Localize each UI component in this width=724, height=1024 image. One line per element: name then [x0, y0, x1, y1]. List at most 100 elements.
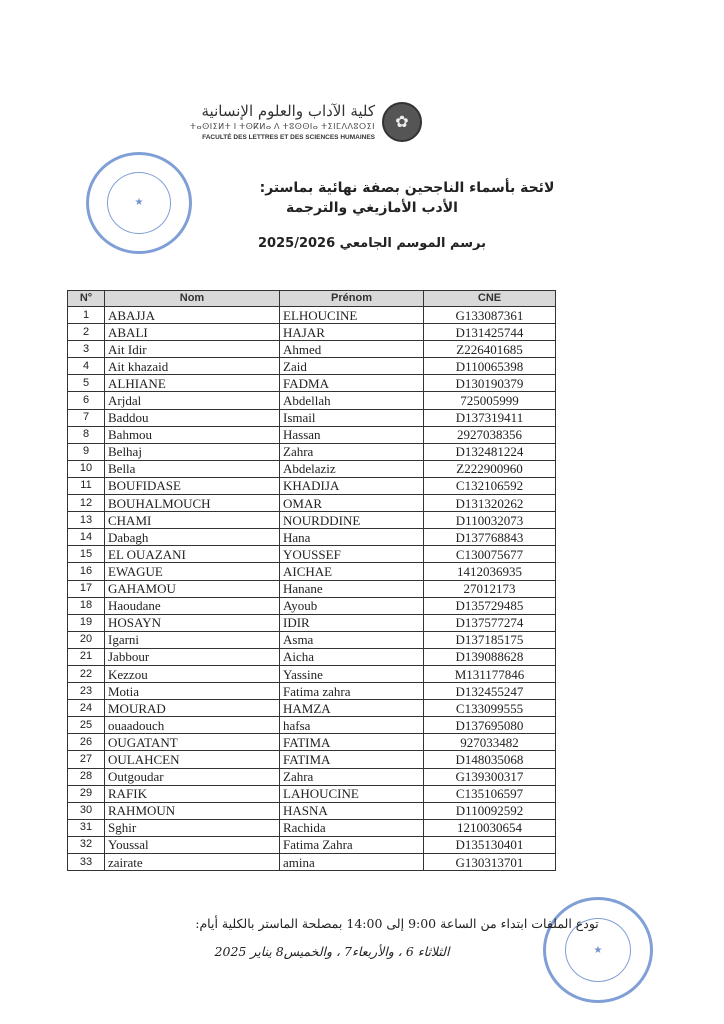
student-last-name: Outgoudar — [104, 767, 280, 786]
row-number: 30 — [67, 801, 105, 820]
student-last-name: BOUHALMOUCH — [104, 494, 280, 513]
student-last-name: HOSAYN — [104, 613, 280, 632]
student-last-name: Bahmou — [104, 425, 280, 444]
student-last-name: RAHMOUN — [104, 801, 280, 820]
student-first-name: HASNA — [279, 801, 424, 820]
row-number: 27 — [67, 750, 105, 769]
row-number: 24 — [67, 699, 105, 718]
faculty-logo: كلية الآداب والعلوم الإنسانية ⵜⴰⵙⵏⵉⵍⵜ ⵏ … — [190, 100, 425, 155]
student-cne: D110065398 — [423, 357, 556, 376]
official-stamp-bottom: ★ — [543, 897, 653, 1003]
student-first-name: FADMA — [279, 374, 424, 393]
student-cne: G130313701 — [423, 852, 556, 872]
row-number: 11 — [67, 476, 105, 496]
table-row: 17 GAHAMOU Hanane 27012173 — [67, 579, 556, 598]
student-first-name: Abdellah — [279, 391, 424, 410]
student-first-name: Hana — [279, 528, 424, 547]
table-row: 31 Sghir Rachida 1210030654 — [67, 818, 556, 837]
student-cne: D130190379 — [423, 374, 556, 393]
student-first-name: AICHAE — [279, 562, 424, 581]
academic-year: برسم الموسم الجامعي 2025/2026 — [258, 236, 486, 251]
header-prenom: Prénom — [279, 290, 424, 307]
student-last-name: BOUFIDASE — [104, 476, 280, 496]
row-number: 23 — [67, 682, 105, 701]
table-row: 15 EL OUAZANI YOUSSEF C130075677 — [67, 545, 556, 564]
student-first-name: Ismail — [279, 408, 424, 427]
student-last-name: Kezzou — [104, 664, 280, 684]
student-last-name: Arjdal — [104, 391, 280, 410]
student-first-name: hafsa — [279, 716, 424, 735]
student-cne: C135106597 — [423, 784, 556, 803]
row-number: 21 — [67, 647, 105, 666]
student-first-name: NOURDDINE — [279, 511, 424, 530]
student-last-name: Bella — [104, 459, 280, 478]
table-header-row: N° Nom Prénom CNE — [67, 290, 556, 307]
row-number: 6 — [67, 391, 105, 410]
official-stamp-top: ★ — [86, 152, 192, 254]
row-number: 33 — [67, 852, 105, 872]
row-number: 14 — [67, 528, 105, 547]
student-last-name: RAFIK — [104, 784, 280, 803]
row-number: 29 — [67, 784, 105, 803]
student-last-name: Ait Idir — [104, 340, 280, 359]
student-first-name: Yassine — [279, 664, 424, 684]
student-last-name: EWAGUE — [104, 562, 280, 581]
table-row: 28 Outgoudar Zahra G139300317 — [67, 767, 556, 786]
row-number: 20 — [67, 630, 105, 649]
row-number: 26 — [67, 733, 105, 752]
student-cne: D137185175 — [423, 630, 556, 649]
student-cne: G139300317 — [423, 767, 556, 786]
table-row: 3 Ait Idir Ahmed Z226401685 — [67, 340, 556, 359]
table-row: 1 ABAJJA ELHOUCINE G133087361 — [67, 305, 556, 325]
document-title: لائحة بأسماء الناجحين بصفة نهائية بماستر… — [259, 180, 555, 196]
student-first-name: Abdelaziz — [279, 459, 424, 478]
student-first-name: Ayoub — [279, 596, 424, 615]
student-first-name: Zahra — [279, 767, 424, 786]
table-row: 22 Kezzou Yassine M131177846 — [67, 664, 556, 684]
table-row: 10 Bella Abdelaziz Z222900960 — [67, 459, 556, 478]
student-last-name: Jabbour — [104, 647, 280, 666]
row-number: 15 — [67, 545, 105, 564]
row-number: 7 — [67, 408, 105, 427]
student-first-name: Fatima Zahra — [279, 835, 424, 855]
institution-name-french: FACULTÉ DES LETTRES ET DES SCIENCES HUMA… — [202, 134, 375, 141]
student-last-name: Sghir — [104, 818, 280, 837]
row-number: 13 — [67, 511, 105, 530]
student-last-name: Baddou — [104, 408, 280, 427]
row-number: 3 — [67, 340, 105, 359]
student-first-name: Asma — [279, 630, 424, 649]
table-row: 23 Motia Fatima zahra D132455247 — [67, 682, 556, 701]
student-first-name: Aicha — [279, 647, 424, 666]
master-program-name: الأدب الأمازيغي والترجمة — [286, 200, 458, 216]
student-cne: C133099555 — [423, 699, 556, 718]
table-row: 12 BOUHALMOUCH OMAR D131320262 — [67, 494, 556, 513]
student-last-name: GAHAMOU — [104, 579, 280, 598]
header-number: N° — [67, 290, 105, 307]
submission-instructions: تودع الملفات ابتداء من الساعة 9:00 إلى 1… — [195, 916, 599, 931]
row-number: 25 — [67, 716, 105, 735]
table-row: 19 HOSAYN IDIR D137577274 — [67, 613, 556, 632]
table-row: 25 ouaadouch hafsa D137695080 — [67, 716, 556, 735]
table-row: 30 RAHMOUN HASNA D110092592 — [67, 801, 556, 820]
table-row: 14 Dabagh Hana D137768843 — [67, 528, 556, 547]
university-emblem-icon: ✿ — [382, 102, 422, 142]
student-cne: 2927038356 — [423, 425, 556, 444]
student-cne: 1412036935 — [423, 562, 556, 581]
student-first-name: Hanane — [279, 579, 424, 598]
student-last-name: OULAHCEN — [104, 750, 280, 769]
student-cne: D137577274 — [423, 613, 556, 632]
student-last-name: Haoudane — [104, 596, 280, 615]
student-cne: G133087361 — [423, 305, 556, 325]
student-cne: D139088628 — [423, 647, 556, 666]
student-last-name: ALHIANE — [104, 374, 280, 393]
student-cne: C130075677 — [423, 545, 556, 564]
row-number: 9 — [67, 442, 105, 461]
student-cne: D137768843 — [423, 528, 556, 547]
student-last-name: ABALI — [104, 323, 280, 342]
table-row: 16 EWAGUE AICHAE 1412036935 — [67, 562, 556, 581]
student-last-name: Motia — [104, 682, 280, 701]
table-row: 4 Ait khazaid Zaid D110065398 — [67, 357, 556, 376]
table-row: 13 CHAMI NOURDDINE D110032073 — [67, 511, 556, 530]
student-last-name: MOURAD — [104, 699, 280, 718]
table-row: 20 Igarni Asma D137185175 — [67, 630, 556, 649]
